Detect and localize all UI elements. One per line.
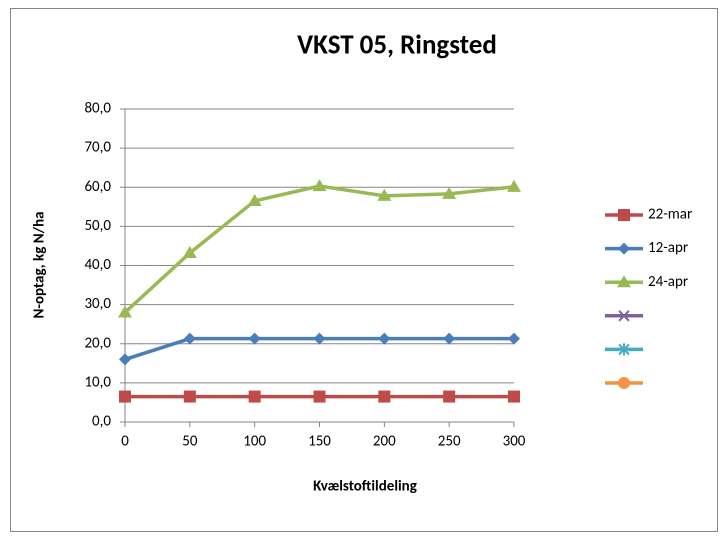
- marker: [378, 332, 391, 345]
- marker: [377, 188, 392, 201]
- marker: [248, 332, 261, 345]
- y-tick-label: 50,0: [84, 217, 111, 235]
- marker: [442, 186, 457, 199]
- x-tick-label: 100: [243, 433, 266, 451]
- marker: [443, 332, 456, 345]
- y-tick-label: 70,0: [84, 139, 111, 157]
- x-tick-label: 200: [373, 433, 396, 451]
- marker: [618, 377, 630, 389]
- y-tick-label: 80,0: [84, 100, 111, 118]
- legend-label: 12-apr: [648, 239, 688, 257]
- marker: [618, 310, 630, 322]
- marker: [618, 242, 630, 255]
- marker: [617, 275, 631, 288]
- x-axis-label: Kvælstoftildeling: [313, 478, 417, 496]
- marker: [247, 193, 262, 206]
- y-tick-label: 10,0: [84, 373, 111, 391]
- marker: [313, 390, 326, 403]
- marker: [119, 390, 131, 403]
- marker: [507, 179, 521, 192]
- x-tick-label: 50: [182, 433, 198, 451]
- x-tick-label: 0: [121, 433, 129, 451]
- y-tick-label: 0,0: [92, 413, 111, 431]
- marker: [508, 332, 520, 345]
- y-tick-label: 40,0: [84, 256, 111, 274]
- x-tick-label: 250: [438, 433, 461, 451]
- marker: [118, 305, 132, 318]
- marker: [182, 245, 197, 258]
- y-axis-label: N-optag, kg N/ha: [31, 211, 49, 318]
- marker: [313, 332, 326, 345]
- legend-label: 24-apr: [648, 273, 688, 291]
- chart-border: [10, 8, 718, 532]
- marker: [508, 390, 520, 403]
- y-tick-label: 60,0: [84, 178, 111, 196]
- marker: [119, 353, 131, 366]
- x-tick-label: 300: [503, 433, 526, 451]
- x-tick-label: 150: [308, 433, 331, 451]
- y-tick-label: 30,0: [84, 295, 111, 313]
- chart-title: VKST 05, Ringsted: [297, 29, 497, 62]
- marker: [443, 390, 456, 403]
- marker: [618, 209, 630, 221]
- marker: [378, 390, 391, 403]
- marker: [248, 390, 261, 403]
- marker: [183, 332, 196, 345]
- y-tick-label: 20,0: [84, 334, 111, 352]
- marker: [183, 390, 196, 403]
- legend-label: 22-mar: [648, 206, 692, 224]
- marker: [618, 343, 630, 356]
- marker: [312, 179, 327, 192]
